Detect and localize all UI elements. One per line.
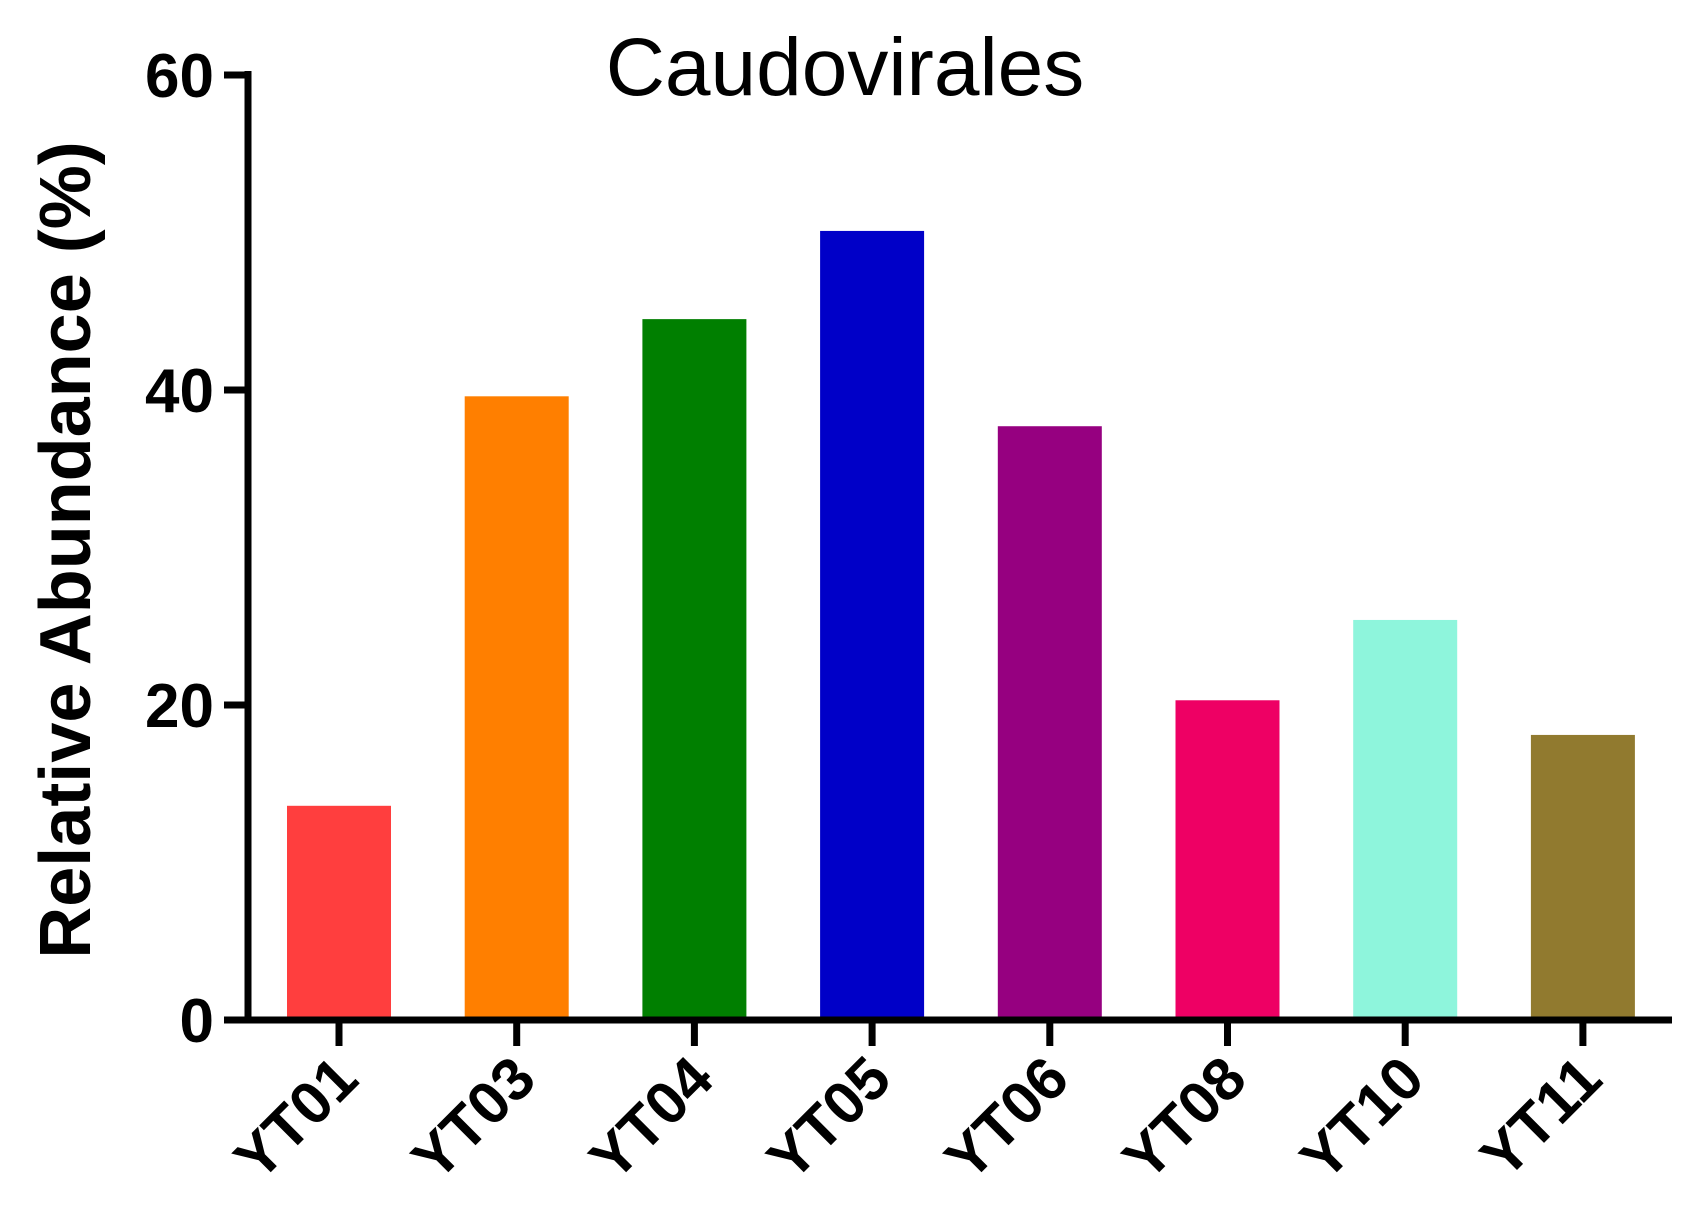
category-label-yt11: YT11	[1468, 1044, 1614, 1190]
y-axis-label: Relative Abundance (%)	[26, 141, 106, 959]
bar-yt04	[642, 319, 747, 1020]
bar-yt03	[464, 396, 569, 1020]
x-ticks: YT01 YT03 YT04 YT05 YT06 YT08 YT10 YT11	[221, 1020, 1614, 1193]
category-label-yt03: YT03	[399, 1044, 548, 1193]
bar-yt06	[997, 426, 1102, 1021]
category-label-yt06: YT06	[932, 1044, 1081, 1193]
bar-yt05	[820, 230, 925, 1021]
y-tick-label: 0	[180, 987, 214, 1056]
chart-title: Caudovirales	[606, 22, 1085, 113]
bar-yt10	[1353, 619, 1458, 1020]
bar-yt01	[287, 805, 391, 1020]
category-label-yt05: YT05	[755, 1044, 904, 1193]
category-label-yt10: YT10	[1288, 1044, 1437, 1193]
category-label-yt04: YT04	[577, 1043, 726, 1192]
category-label-yt01: YT01	[221, 1044, 370, 1193]
y-tick-label: 40	[145, 357, 214, 426]
y-tick-label: 60	[145, 42, 214, 111]
bars-layer	[287, 230, 1635, 1021]
bar-yt08	[1175, 700, 1280, 1020]
y-ticks: 0 20 40 60	[145, 42, 248, 1056]
axes-layer	[244, 71, 1672, 1024]
y-tick-label: 20	[145, 672, 214, 741]
bar-yt11	[1530, 734, 1635, 1020]
category-label-yt08: YT08	[1110, 1044, 1259, 1193]
